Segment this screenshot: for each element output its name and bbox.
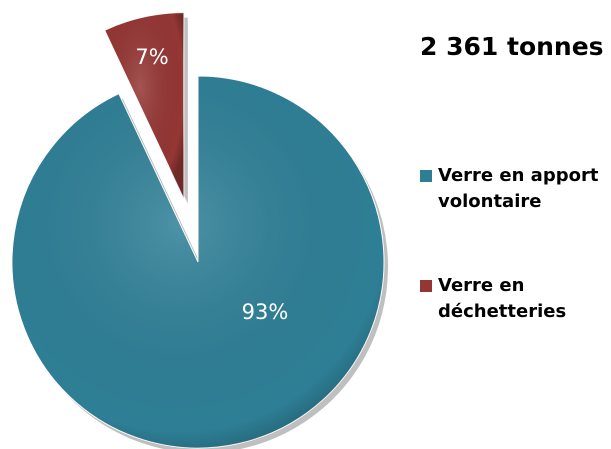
legend-entry: Verre en déchetteries (420, 273, 610, 325)
slice-label: 7% (135, 45, 168, 69)
total-annotation: 2 361 tonnes (420, 32, 604, 61)
legend-label: Verre en apport volontaire (438, 165, 599, 212)
legend-label: Verre en déchetteries (438, 275, 567, 322)
legend-swatch (420, 280, 432, 292)
slice-shade (11, 76, 385, 448)
legend-entry: Verre en apport volontaire (420, 163, 610, 215)
slice-label: 93% (242, 300, 289, 324)
legend-swatch (420, 170, 432, 182)
slice-shade (104, 12, 184, 199)
